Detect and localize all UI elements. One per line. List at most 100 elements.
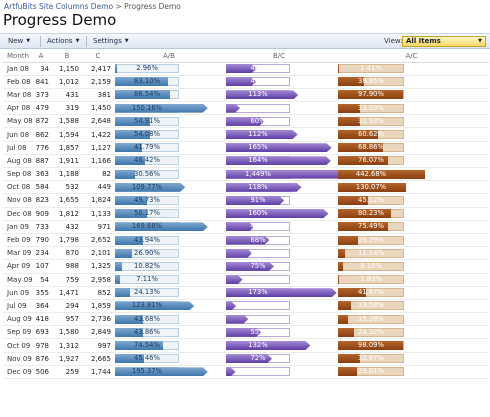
c-cell: 381 — [82, 88, 114, 103]
table-row[interactable]: Oct 09 978 1,312 997 74.54% 132% 98.09% — [3, 338, 489, 353]
breadcrumb-site-link[interactable]: ArtfuBits Site Columns Demo — [4, 2, 114, 11]
ac-cell: 29.01% — [334, 365, 489, 380]
ac-progress-fill — [338, 261, 344, 271]
new-menu-button[interactable]: New ▼ — [8, 36, 30, 47]
actions-menu-button[interactable]: Actions ▼ — [47, 36, 79, 47]
table-row[interactable]: May 09 54 759 2,958 7.11% 26% 1.83% — [3, 273, 489, 287]
ab-cell: 43.86% — [114, 325, 224, 340]
bc-progress-label: 68% — [250, 235, 266, 244]
ab-progress-label: 24.13% — [134, 288, 160, 297]
bc-progress-fill — [226, 209, 328, 218]
ab-progress-fill — [115, 222, 208, 231]
column-header-ac[interactable]: A/C — [334, 51, 489, 63]
ac-cell: 130.07% — [334, 180, 489, 195]
bc-progress-fill — [226, 236, 270, 245]
table-row[interactable]: Jun 08 862 1,594 1,422 54.08% 112% 60.62% — [3, 127, 489, 142]
month-cell: Aug 08 — [3, 154, 32, 169]
table-row[interactable]: Aug 08 887 1,911 1,166 46.42% 164% 76.07% — [3, 154, 489, 169]
bc-progress-label: 55% — [250, 327, 266, 336]
ab-progress-fill — [115, 301, 194, 310]
column-header-bc[interactable]: B/C — [224, 51, 334, 63]
column-header-month[interactable]: Month — [3, 51, 30, 63]
ac-progress-label: 45.12% — [358, 195, 384, 204]
bc-progress-fill — [226, 262, 274, 271]
c-cell: 2,736 — [82, 312, 114, 327]
bc-cell: 41% — [224, 246, 334, 261]
c-cell: 2,849 — [82, 325, 114, 340]
column-header-c[interactable]: C — [82, 51, 114, 63]
bc-progress-fill — [226, 301, 236, 310]
bc-cell: 132% — [224, 338, 334, 353]
ac-progress-label: 38.95% — [358, 77, 384, 86]
table-row[interactable]: May 08 872 1,588 2,648 54.91% 60% 32.93% — [3, 114, 489, 129]
ab-progress-label: 123.81% — [131, 301, 163, 310]
a-cell: 418 — [30, 312, 52, 327]
month-cell: Aug 09 — [3, 312, 32, 327]
bc-cell: 113% — [224, 88, 334, 103]
ac-progress-fill — [338, 209, 391, 219]
ab-cell: 45.46% — [114, 352, 224, 366]
ac-cell: 41.67% — [334, 286, 489, 300]
ab-progress-fill — [115, 64, 117, 74]
month-cell: May 09 — [3, 273, 33, 287]
bc-cell: 75% — [224, 259, 334, 274]
ac-cell: 68.86% — [334, 141, 489, 155]
ab-progress-fill — [115, 248, 133, 258]
bc-progress-label: 41% — [250, 248, 266, 257]
table-row[interactable]: Feb 08 841 1,012 2,159 83.10% 47% 38.95% — [3, 75, 489, 89]
a-cell: 887 — [30, 154, 52, 169]
ac-cell: 38.95% — [334, 75, 489, 89]
table-row[interactable]: Dec 08 909 1,812 1,133 50.17% 160% 80.23% — [3, 207, 489, 221]
b-cell: 532 — [52, 180, 82, 195]
bc-cell: 165% — [224, 141, 334, 155]
ac-progress-label: 97.90% — [358, 90, 384, 99]
c-cell: 997 — [82, 338, 114, 353]
table-row[interactable]: Sep 08 363 1,188 82 30.56% 1,449% 442.68% — [3, 167, 489, 182]
table-row[interactable]: Dec 09 506 259 1,744 195.37% 15% 29.01% — [3, 365, 489, 380]
table-row[interactable]: Jun 09 355 1,471 852 24.13% 173% 41.67% — [3, 286, 489, 300]
breadcrumb: ArtfuBits Site Columns Demo > Progress D… — [4, 2, 181, 11]
column-header-a[interactable]: A — [30, 51, 52, 63]
b-cell: 1,580 — [52, 325, 82, 340]
table-row[interactable]: Mar 09 234 870 2,101 26.90% 41% 11.14% — [3, 246, 489, 261]
month-cell: Sep 08 — [3, 167, 31, 182]
table-row[interactable]: Mar 08 373 431 381 86.54% 113% 97.90% — [3, 88, 489, 103]
ac-progress-label: 32.87% — [358, 354, 384, 363]
table-row[interactable]: Jul 08 776 1,857 1,127 41.79% 165% 68.86% — [3, 141, 489, 155]
table-row[interactable]: Nov 08 823 1,655 1,824 49.73% 91% 45.12% — [3, 193, 489, 208]
column-header-b[interactable]: B — [52, 51, 82, 63]
c-cell: 2,958 — [82, 273, 114, 287]
a-cell: 34 — [30, 62, 52, 76]
ab-cell: 50.17% — [114, 207, 224, 221]
a-cell: 823 — [30, 193, 52, 208]
ac-progress-label: 442.68% — [355, 169, 387, 178]
table-row[interactable]: Oct 08 584 532 449 109.77% 118% 130.07% — [3, 180, 489, 195]
table-row[interactable]: Aug 09 418 957 2,736 43.68% 35% 15.28% — [3, 312, 489, 327]
table-row[interactable]: Jan 08 34 1,150 2,417 2.96% 48% 1.41% — [3, 62, 489, 76]
table-header-row: Month A B C A/B B/C A/C — [3, 51, 489, 63]
c-cell: 2,648 — [82, 114, 114, 129]
table-row[interactable]: Apr 08 479 319 1,450 150.16% 22% 33.03% — [3, 101, 489, 116]
table-row[interactable]: Sep 09 693 1,580 2,849 43.86% 55% 24.32% — [3, 325, 489, 340]
settings-menu-button[interactable]: Settings ▼ — [93, 36, 129, 47]
month-cell: Dec 08 — [3, 207, 32, 221]
bc-cell: 173% — [224, 286, 334, 300]
month-cell: Jul 08 — [3, 141, 30, 155]
c-cell: 2,417 — [82, 62, 114, 76]
view-select[interactable]: All Items ▼ — [402, 36, 486, 47]
c-cell: 1,166 — [82, 154, 114, 169]
table-row[interactable]: Nov 09 876 1,927 2,665 45.46% 72% 32.87% — [3, 352, 489, 366]
chevron-down-icon: ▼ — [75, 38, 80, 44]
column-header-ab[interactable]: A/B — [114, 51, 224, 63]
ab-progress-fill — [115, 209, 148, 219]
table-row[interactable]: Jul 09 364 294 1,859 123.81% 16% 19.58% — [3, 299, 489, 314]
bc-cell: 68% — [224, 233, 334, 248]
table-row[interactable]: Apr 09 107 988 1,325 10.82% 75% 8.15% — [3, 259, 489, 274]
table-row[interactable]: Jan 09 733 432 971 169.68% 44% 75.49% — [3, 220, 489, 234]
a-cell: 506 — [30, 365, 52, 380]
ab-cell: 150.16% — [114, 101, 224, 116]
bc-progress-fill — [226, 117, 264, 126]
table-row[interactable]: Feb 09 790 1,798 2,652 43.94% 68% 29.79% — [3, 233, 489, 248]
ab-progress-fill — [115, 143, 142, 153]
ab-progress-label: 49.73% — [134, 195, 160, 204]
